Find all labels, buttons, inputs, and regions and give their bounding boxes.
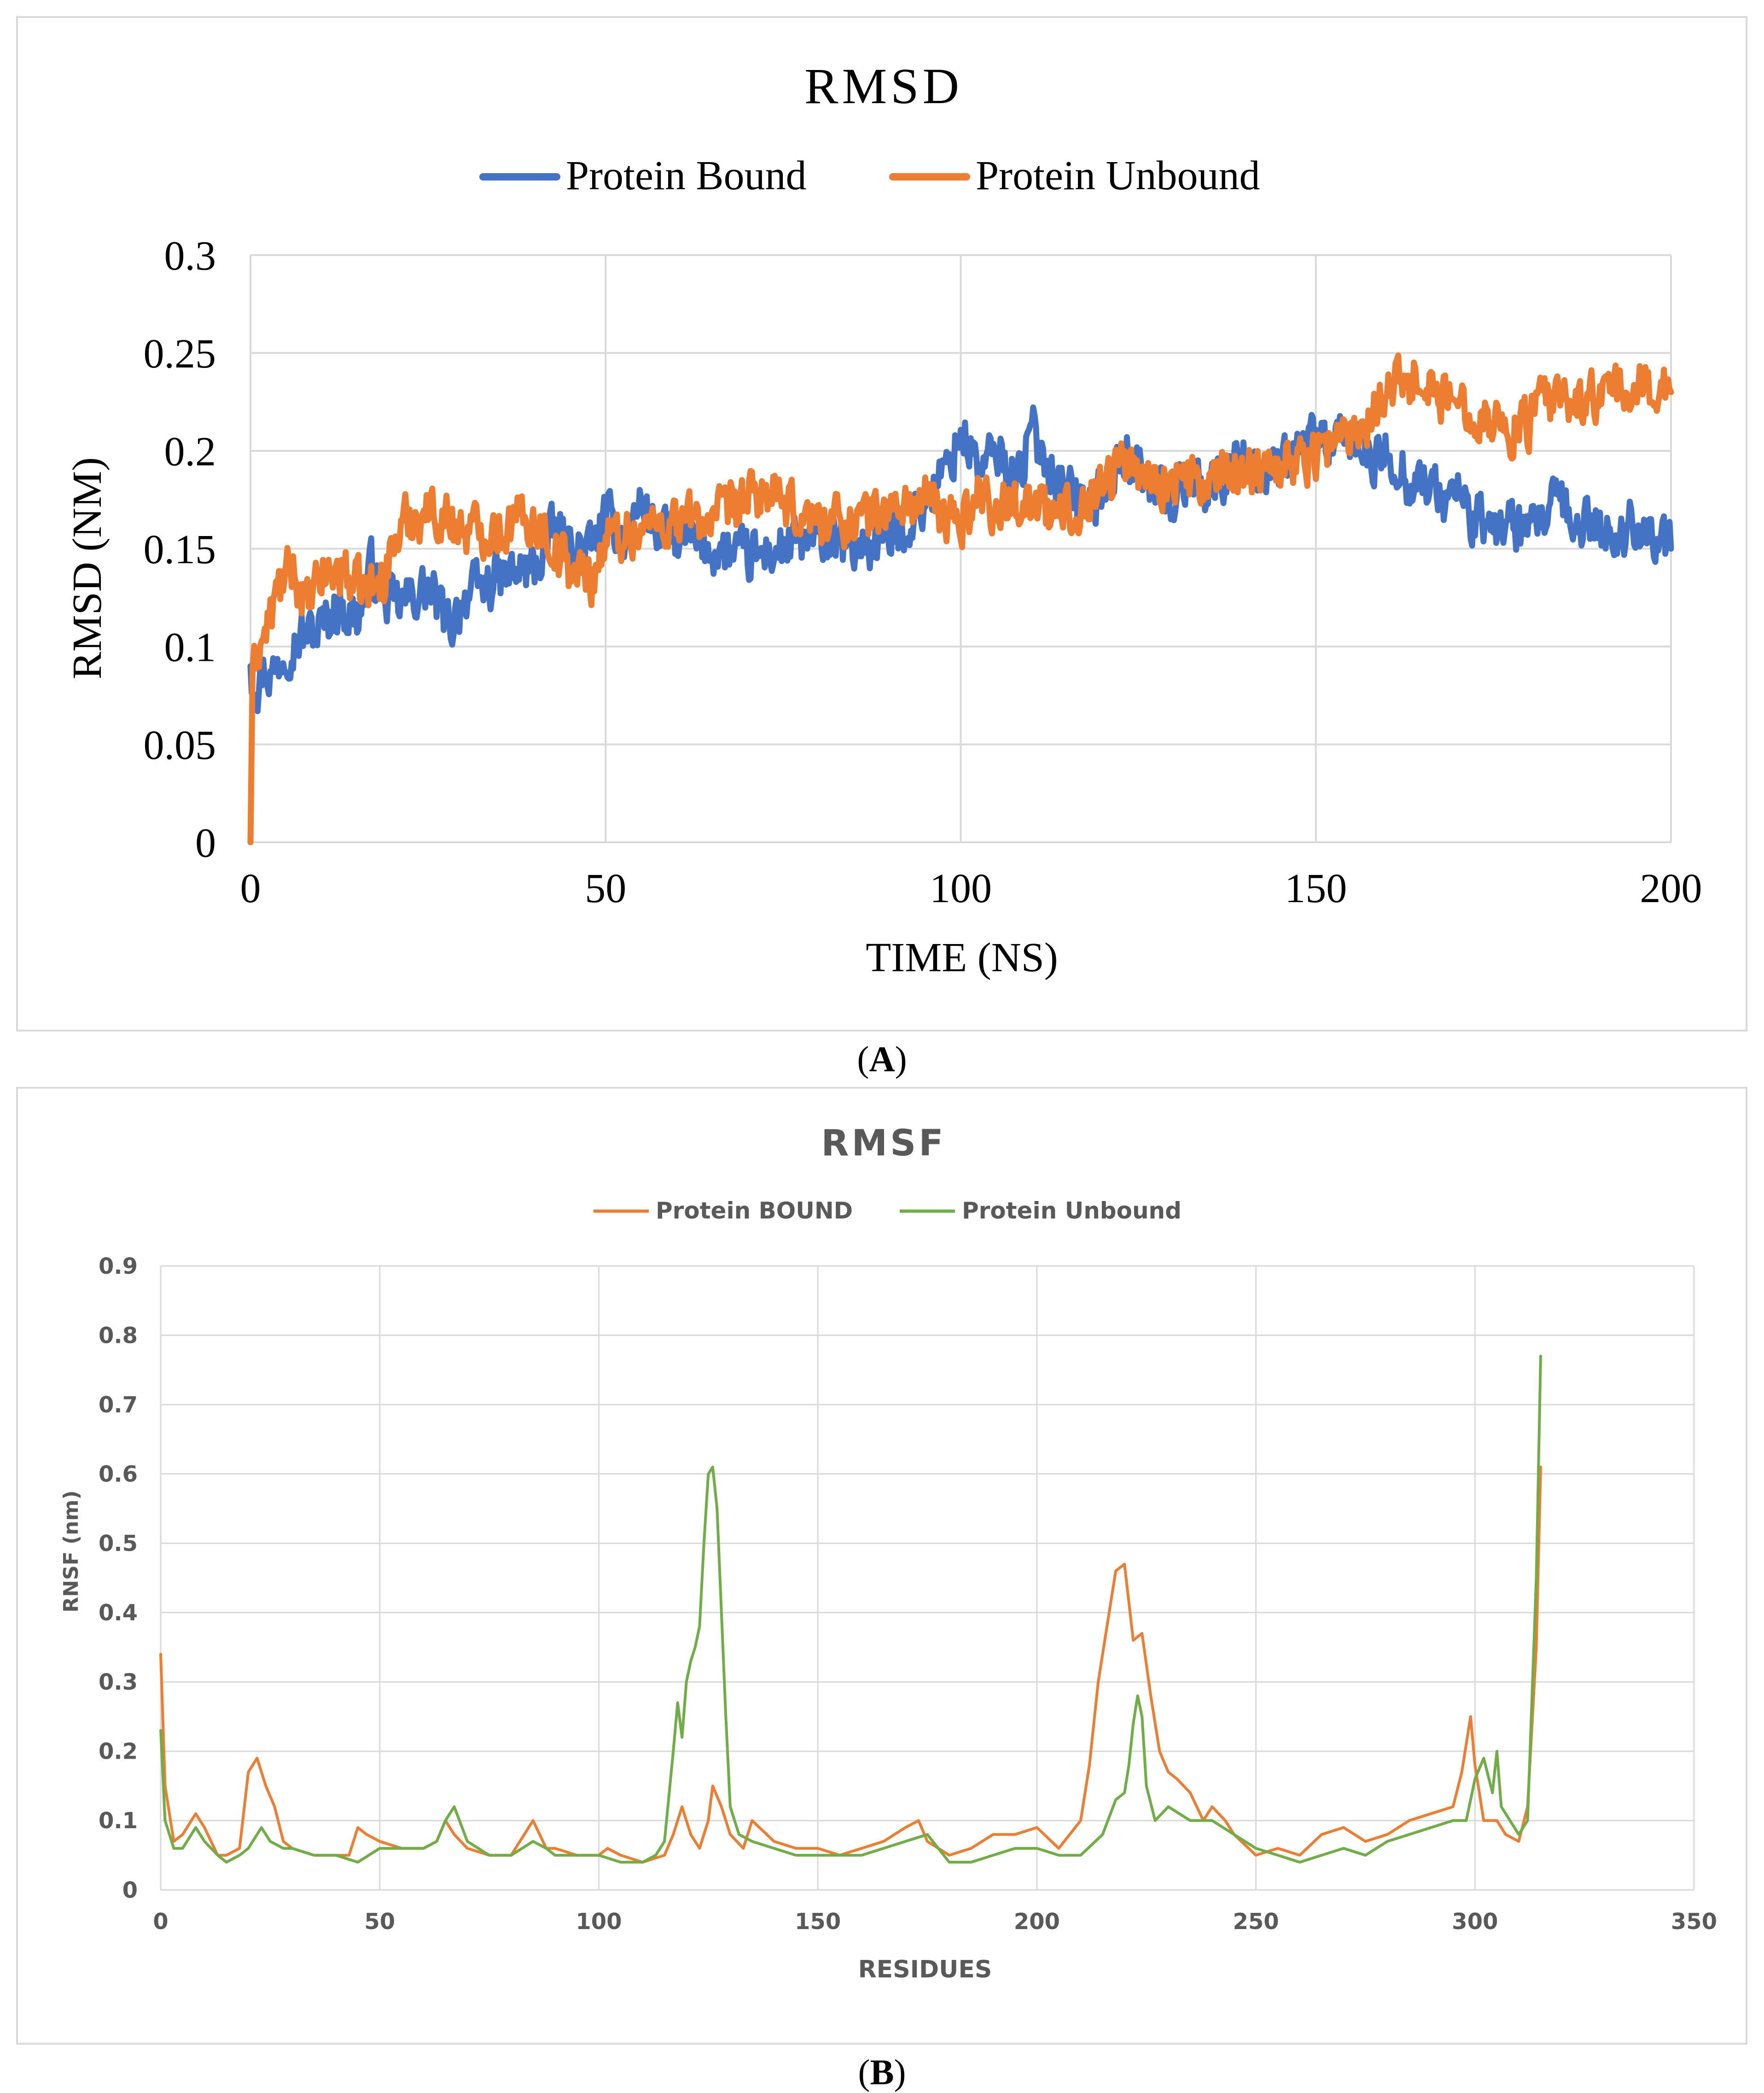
y-tick-label: 0.9	[99, 1253, 138, 1279]
x-tick-label: 150	[1285, 866, 1347, 911]
y-tick-label: 0.8	[99, 1323, 138, 1348]
x-tick-label: 350	[1671, 1909, 1717, 1935]
y-tick-label: 0	[195, 821, 216, 866]
rmsf-series	[159, 1354, 1542, 1864]
y-tick-label: 0.1	[164, 625, 216, 670]
x-tick-label: 150	[795, 1909, 841, 1935]
rmsd-legend-label-unbound: Protein Unbound	[976, 153, 1260, 198]
y-tick-label: 0.2	[99, 1739, 138, 1765]
caption-b: (B)	[858, 2052, 906, 2092]
y-tick-label: 0.5	[99, 1531, 138, 1557]
rmsd-x-axis-label: TIME (NS)	[866, 935, 1058, 980]
y-tick-label: 0.15	[144, 527, 216, 572]
y-tick-label: 0.7	[99, 1392, 138, 1418]
rmsf-y-axis-label: RNSF (nm)	[59, 1490, 83, 1612]
y-tick-label: 0.25	[144, 331, 216, 377]
x-tick-label: 100	[576, 1909, 622, 1935]
rmsf-gridlines	[160, 1265, 1695, 1891]
y-tick-label: 0.05	[144, 723, 216, 768]
rmsd-x-tick-labels: 0 50 100 150 200	[240, 866, 1702, 911]
caption-a-letter: A	[869, 1039, 895, 1079]
caption-b-letter: B	[870, 2052, 894, 2092]
rmsd-series	[247, 352, 1674, 845]
rmsf-chart-panel: RMSF Protein BOUND Protein Unbound 0 0.1 0…	[16, 1087, 1747, 2045]
x-tick-label: 250	[1233, 1909, 1279, 1935]
series-line-bound	[247, 404, 1674, 714]
rmsf-legend: Protein BOUND Protein Unbound	[594, 1197, 1182, 1224]
rmsf-x-axis-label: RESIDUES	[858, 1956, 992, 1983]
y-tick-label: 0.4	[99, 1600, 138, 1626]
rmsf-chart: RMSF Protein BOUND Protein Unbound 00.10…	[59, 1123, 1717, 1983]
x-tick-label: 50	[364, 1909, 395, 1935]
x-tick-label: 100	[930, 866, 992, 911]
caption-a: (A)	[857, 1039, 907, 1079]
rmsf-x-tick-labels: 0 50 100 150 200 250 300 350	[153, 1909, 1717, 1935]
y-tick-label: 0.3	[164, 233, 216, 279]
rmsd-chart-panel: RMSD Protein Bound Protein Unbound 0 0.05…	[16, 16, 1747, 1032]
x-tick-label: 0	[153, 1909, 168, 1935]
x-tick-label: 0	[240, 866, 261, 911]
rmsd-legend-label-bound: Protein Bound	[566, 153, 807, 198]
rmsf-legend-label-unbound: Protein Unbound	[962, 1197, 1182, 1224]
x-tick-label: 50	[585, 866, 626, 911]
rmsd-chart-title: RMSD	[804, 58, 963, 114]
x-tick-label: 200	[1014, 1909, 1060, 1935]
series-line-bound	[159, 1465, 1542, 1864]
x-tick-label: 200	[1640, 866, 1702, 911]
y-tick-label: 0.3	[99, 1669, 138, 1695]
rmsd-chart: RMSD Protein Bound Protein Unbound 0 0.05…	[64, 58, 1702, 980]
y-tick-label: 0.1	[99, 1808, 138, 1834]
rmsf-legend-label-bound: Protein BOUND	[656, 1197, 853, 1224]
series-line-unbound	[247, 352, 1674, 845]
rmsd-legend: Protein Bound Protein Unbound	[479, 153, 1260, 198]
y-tick-label: 0.2	[164, 429, 216, 475]
rmsd-y-axis-label: RMSD (NM)	[64, 457, 110, 680]
series-line-unbound	[159, 1354, 1542, 1864]
rmsf-y-tick-labels: 0 0.1 0.2 0.3 0.4 0.5 0.6 0.7 0.8 0.9	[99, 1253, 138, 1903]
y-tick-label: 0.6	[99, 1461, 138, 1487]
rmsf-chart-title: RMSF	[821, 1123, 946, 1164]
x-tick-label: 300	[1452, 1909, 1498, 1935]
rmsd-y-tick-labels: 0 0.05 0.1 0.15 0.2 0.25 0.3	[144, 233, 216, 866]
y-tick-label: 0	[122, 1877, 138, 1903]
